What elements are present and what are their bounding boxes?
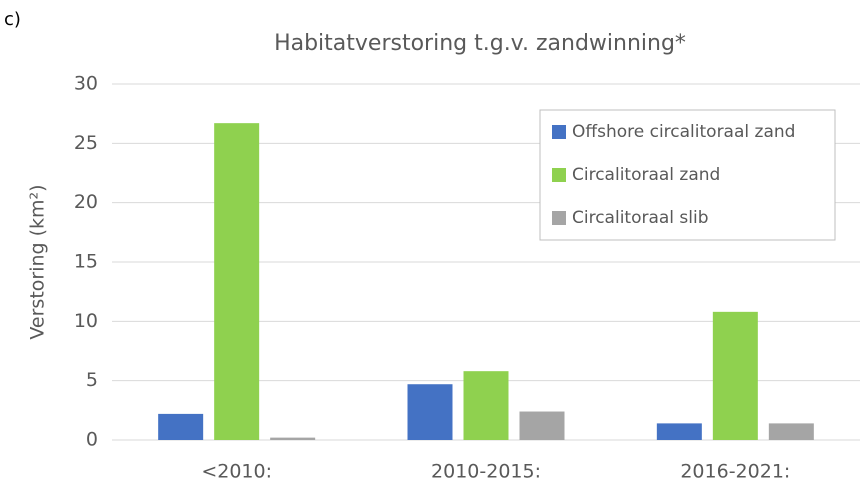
bar: [407, 384, 453, 440]
panel-label: c): [4, 9, 21, 30]
legend-label: Circalitoraal slib: [572, 208, 709, 228]
bar: [712, 311, 758, 440]
y-tick-label: 20: [74, 191, 98, 213]
y-axis-label: Verstoring (km²): [27, 184, 49, 339]
x-tick-label: 2010-2015:: [431, 461, 541, 483]
x-tick-label: <2010:: [201, 461, 272, 483]
x-tick-label: 2016-2021:: [680, 461, 790, 483]
bar: [656, 423, 702, 440]
legend-swatch: [552, 211, 566, 225]
y-tick-label: 25: [74, 132, 98, 154]
y-tick-label: 10: [74, 310, 98, 332]
legend-label: Offshore circalitoraal zand: [572, 122, 795, 142]
legend-label: Circalitoraal zand: [572, 165, 720, 185]
y-tick-label: 30: [74, 73, 98, 95]
bar: [519, 411, 565, 440]
legend-box: [539, 109, 836, 241]
bar: [463, 371, 509, 440]
y-tick-label: 5: [86, 369, 98, 391]
legend-swatch: [552, 168, 566, 182]
legend-swatch: [552, 125, 566, 139]
bar: [768, 423, 814, 440]
bar: [270, 437, 316, 440]
y-tick-label: 15: [74, 251, 98, 273]
bar: [158, 413, 204, 440]
y-tick-label: 0: [86, 429, 98, 451]
chart-title: Habitatverstoring t.g.v. zandwinning*: [274, 31, 686, 56]
bar: [214, 123, 260, 440]
